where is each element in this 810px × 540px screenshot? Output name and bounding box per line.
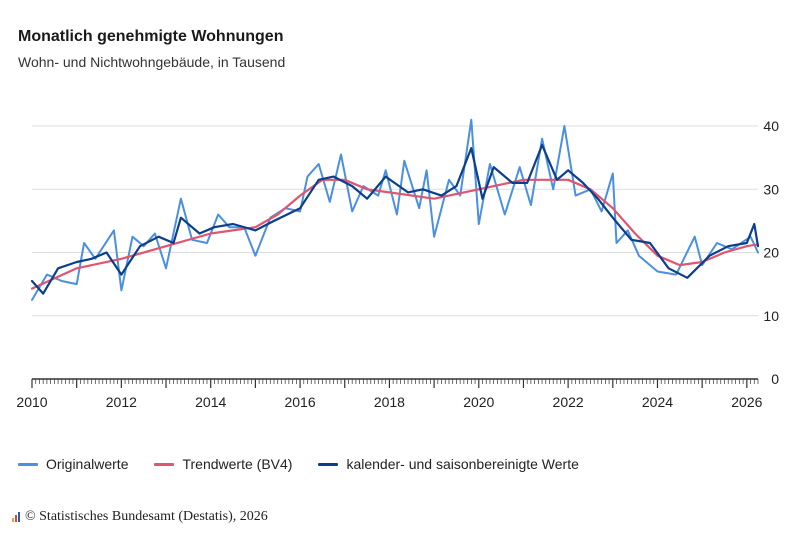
source-note: © Statistisches Bundesamt (Destatis), 20… xyxy=(10,509,268,525)
y-tick-label: 40 xyxy=(763,118,779,134)
x-tick-label: 2024 xyxy=(642,394,673,410)
series-line-seasonal xyxy=(30,143,760,295)
legend-label-original: Originalwerte xyxy=(46,456,129,472)
legend-label-trend: Trendwerte (BV4) xyxy=(182,456,293,472)
chart-legend: Originalwerte Trendwerte (BV4) kalender-… xyxy=(18,456,579,472)
legend-swatch-trend xyxy=(154,462,175,466)
x-tick-label: 2014 xyxy=(195,394,226,410)
legend-label-seasonal: kalender- und saisonbereinigte Werte xyxy=(346,456,579,472)
legend-item-seasonal[interactable]: kalender- und saisonbereinigte Werte xyxy=(318,456,579,472)
x-tick-label: 2016 xyxy=(284,394,315,410)
destatis-logo-icon xyxy=(12,512,20,522)
y-tick-label: 30 xyxy=(763,181,779,197)
chart-title: Monatlich genehmigte Wohnungen xyxy=(18,28,284,45)
x-tick-label: 2020 xyxy=(463,394,494,410)
series-line-trend xyxy=(30,178,760,290)
y-tick-label: 20 xyxy=(763,245,779,261)
legend-item-original[interactable]: Originalwerte xyxy=(18,456,128,472)
x-tick-label: 2026 xyxy=(731,394,762,410)
y-tick-label: 10 xyxy=(763,308,779,324)
legend-item-trend[interactable]: Trendwerte (BV4) xyxy=(154,456,292,472)
x-tick-label: 2018 xyxy=(374,394,405,410)
series-line-original xyxy=(31,118,759,301)
x-tick-label: 2012 xyxy=(106,394,137,410)
x-tick-label: 2022 xyxy=(553,394,584,410)
legend-swatch-seasonal xyxy=(318,462,339,466)
legend-swatch-original xyxy=(18,462,38,466)
chart-subtitle: Wohn- und Nichtwohngebäude, in Tausend xyxy=(18,54,286,70)
x-tick-label: 2010 xyxy=(16,394,47,410)
source-text: © Statistisches Bundesamt (Destatis), 20… xyxy=(25,509,268,524)
y-tick-label: 0 xyxy=(771,371,779,387)
